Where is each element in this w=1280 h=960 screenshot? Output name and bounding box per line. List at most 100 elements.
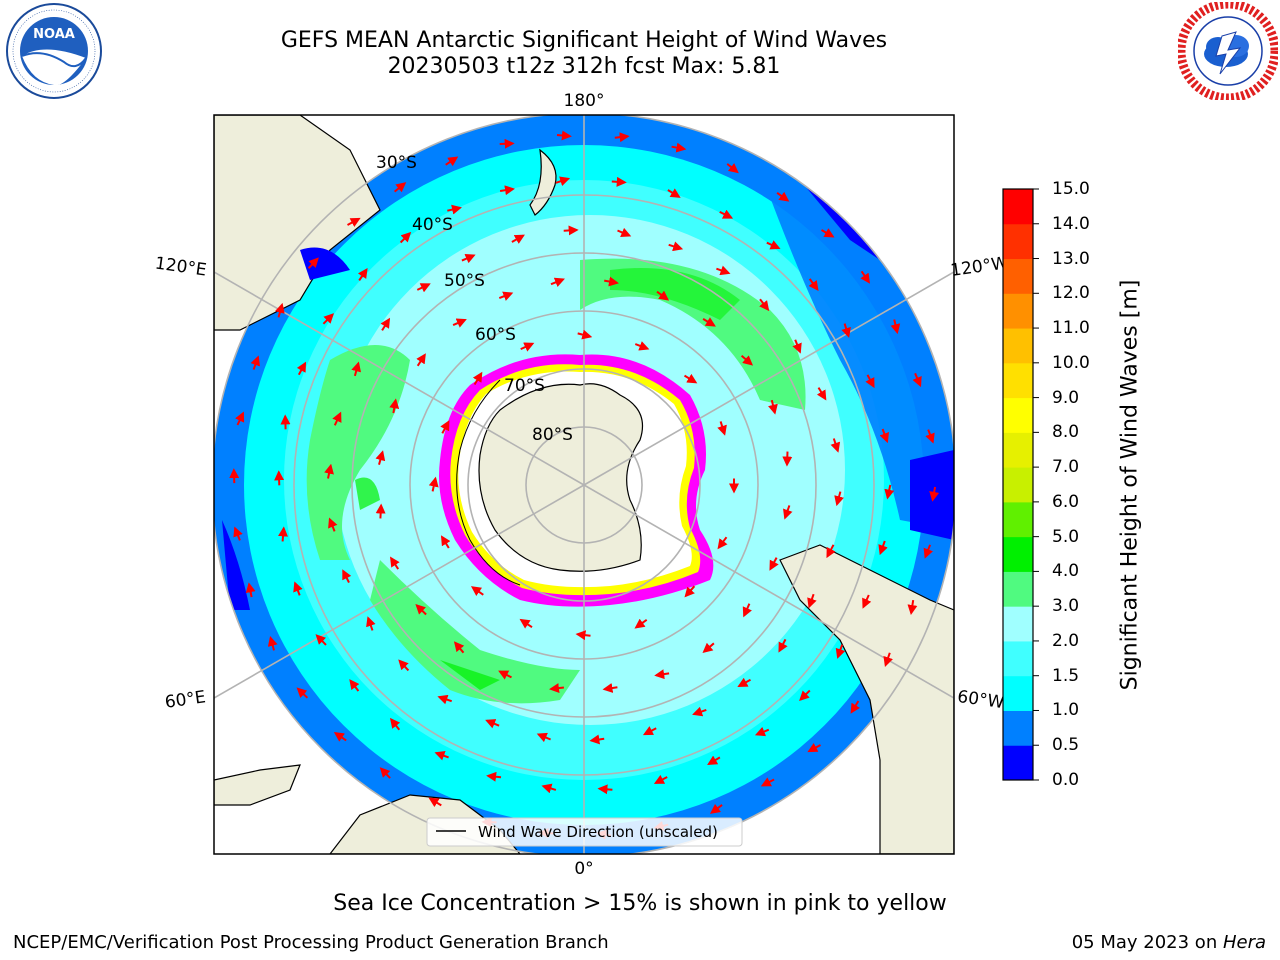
wind-wave-arrow — [519, 618, 533, 629]
antarctica-land — [478, 383, 644, 572]
wind-wave-arrows — [229, 130, 940, 840]
wind-wave-arrow — [656, 290, 670, 301]
wind-wave-arrow — [709, 803, 723, 814]
wind-wave-arrow — [782, 451, 793, 467]
wind-wave-arrow — [550, 277, 565, 287]
wind-wave-arrow — [293, 581, 303, 596]
wind-wave-arrow — [683, 373, 698, 384]
wind-wave-arrow — [768, 399, 778, 415]
credit-date: 05 May 2023 on Hera — [1072, 932, 1266, 953]
map-title: GEFS MEAN Antarctic Significant Height o… — [280, 28, 888, 53]
lat-label-40s: 40°S — [412, 215, 453, 235]
wind-wave-arrow — [653, 774, 668, 784]
wind-wave-arrow — [760, 777, 775, 787]
colorbar-segment — [1003, 189, 1033, 225]
wind-wave-arrow — [808, 278, 819, 292]
colorbar-segment — [1003, 362, 1033, 399]
wind-wave-arrow — [250, 355, 261, 370]
lat-label-70s: 70°S — [504, 376, 545, 396]
wind-wave-arrow — [398, 659, 410, 672]
colorbar-tick-label: 5.0 — [1052, 526, 1080, 547]
wind-wave-arrow — [799, 689, 811, 701]
wind-wave-arrow — [347, 217, 361, 228]
wind-wave-arrow — [841, 323, 851, 338]
wind-wave-arrow — [702, 317, 716, 327]
wind-wave-arrow — [499, 185, 515, 196]
colorbar-segment — [1003, 745, 1033, 781]
wind-wave-arrow — [351, 361, 362, 377]
colorbar-tick-label: 13.0 — [1052, 248, 1090, 269]
wind-wave-arrow — [322, 313, 335, 325]
wind-wave-arrow — [879, 428, 890, 444]
wind-wave-arrow — [434, 751, 449, 761]
wind-wave-arrow — [511, 234, 525, 244]
colorbar-segment — [1003, 675, 1033, 711]
lon-label-120w: 120°W — [949, 253, 1009, 281]
wind-wave-arrow — [604, 276, 619, 287]
wind-wave-arrow — [416, 283, 431, 293]
colorbar-tick-label: 0.0 — [1052, 770, 1080, 790]
wind-wave-arrow — [447, 204, 462, 215]
wind-wave-arrow — [342, 569, 352, 584]
colorbar-tick-label: 1.5 — [1052, 665, 1080, 686]
lat-label-80s: 80°S — [532, 425, 573, 445]
wind-wave-arrow — [717, 421, 727, 436]
colorbar-tick-label: 10.0 — [1052, 352, 1090, 373]
wind-wave-arrow — [668, 241, 684, 252]
wind-wave-arrow — [366, 616, 376, 631]
wind-wave-arrow — [357, 267, 368, 281]
wind-wave-arrow — [380, 317, 391, 331]
wind-wave-arrow — [807, 593, 817, 609]
wind-wave-arrow — [470, 586, 484, 596]
wind-wave-arrow — [440, 420, 450, 434]
wind-wave-arrow — [878, 540, 888, 556]
wind-wave-arrow — [328, 517, 338, 532]
wind-wave-arrow — [692, 706, 707, 717]
legend-label: Wind Wave Direction (unscaled) — [478, 823, 718, 841]
wind-wave-arrow — [589, 734, 605, 745]
colorbar-segment — [1003, 571, 1033, 607]
noaa-logo-text: NOAA — [33, 27, 75, 42]
wind-wave-arrow — [835, 644, 846, 659]
colorbar-segment — [1003, 223, 1033, 260]
colorbar-tick-label: 3.0 — [1052, 596, 1080, 617]
colorbar-tick-label: 0.5 — [1052, 735, 1080, 756]
wind-wave-arrow — [461, 254, 476, 264]
wind-wave-arrow — [296, 361, 307, 376]
wind-wave-arrow — [315, 634, 327, 646]
wind-wave-arrow — [759, 298, 770, 312]
wind-wave-arrow — [486, 771, 502, 782]
colorbar-tick-label: 12.0 — [1052, 283, 1090, 304]
colorbar-segment — [1003, 501, 1033, 538]
wind-wave-arrow — [717, 536, 728, 550]
wind-wave-arrow — [865, 374, 875, 389]
sea-ice-note: Sea Ice Concentration > 15% is shown in … — [333, 891, 947, 916]
wind-wave-arrow — [555, 176, 571, 187]
wind-wave-arrow — [634, 618, 648, 629]
wind-wave-arrow — [440, 535, 451, 549]
wind-wave-arrow — [437, 694, 453, 705]
wind-wave-arrow — [393, 182, 407, 193]
lon-label-60e: 60°E — [164, 687, 207, 712]
wind-wave-arrow — [719, 209, 734, 219]
wind-wave-arrow — [597, 784, 613, 795]
wind-wave-arrow — [614, 132, 630, 143]
colorbar-segment — [1003, 397, 1033, 433]
colorbar-segment — [1003, 536, 1033, 572]
colorbar-tick-label: 9.0 — [1052, 387, 1080, 408]
wind-wave-arrow — [349, 679, 360, 692]
wind-wave-arrow — [742, 603, 752, 618]
wind-wave-arrow — [235, 411, 245, 426]
wind-wave-arrow — [275, 302, 285, 318]
lon-label-120e: 120°E — [154, 254, 208, 281]
wind-wave-arrow — [826, 544, 836, 559]
wind-wave-arrow — [390, 556, 400, 570]
wind-wave-arrow — [667, 188, 681, 198]
colorbar-frame — [1002, 188, 1034, 781]
wind-wave-arrow — [499, 138, 515, 149]
wind-wave-arrow — [415, 604, 427, 616]
wind-wave-arrow — [807, 742, 821, 753]
credit-branch: NCEP/EMC/Verification Post Processing Pr… — [13, 932, 609, 953]
wind-wave-arrow — [602, 683, 618, 693]
wind-wave-arrow — [333, 731, 347, 742]
